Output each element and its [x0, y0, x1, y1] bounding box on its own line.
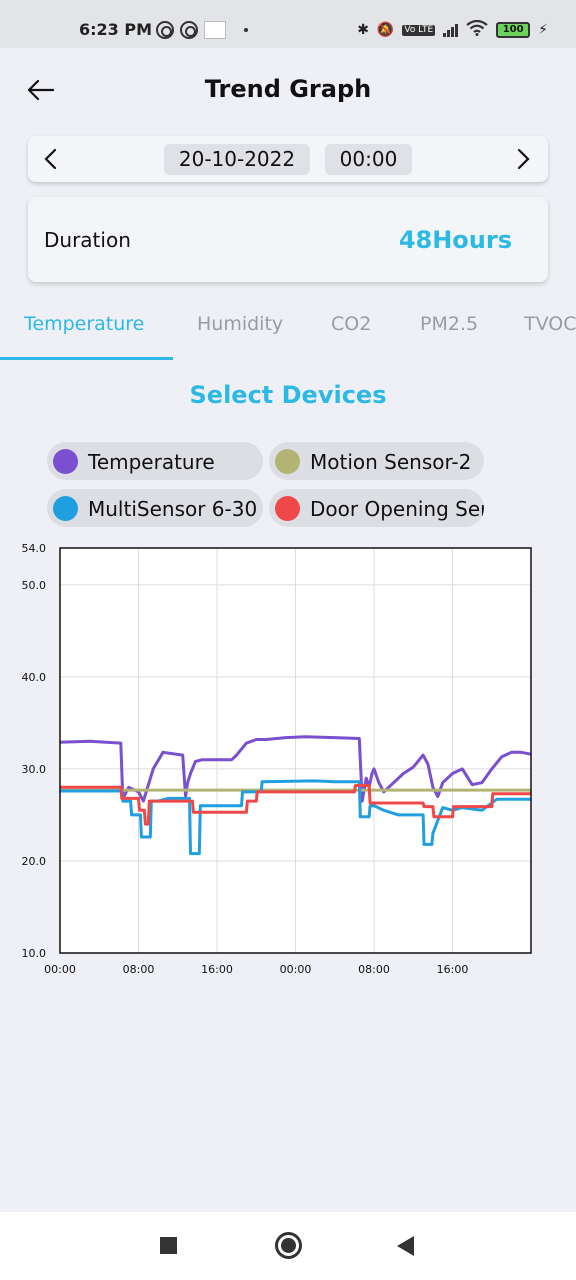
date-pill[interactable]: 20-10-2022 — [164, 144, 310, 175]
trend-chart: 54.0 50.0 40.0 30.0 20.0 10.0 00:00 08:00 16:00 0… — [22, 542, 532, 976]
x-tick-label: 16:00 — [201, 963, 233, 976]
y-tick-label: 50.0 — [22, 579, 47, 592]
recent-apps-button[interactable] — [160, 1237, 177, 1254]
chart-series-line — [60, 779, 531, 856]
x-tick-label: 08:00 — [123, 963, 155, 976]
time-pill[interactable]: 00:00 — [325, 144, 412, 175]
y-tick-label: 10.0 — [22, 947, 47, 960]
duration-value: 48Hours — [398, 226, 512, 254]
next-date-button[interactable] — [512, 148, 534, 170]
duration-label: Duration — [44, 228, 131, 252]
status-left-icons — [156, 21, 248, 39]
duration-card[interactable]: Duration 48Hours — [28, 197, 548, 282]
battery-icon: 100 — [496, 22, 531, 38]
device-chip-multisensor[interactable]: MultiSensor 6-30 — [47, 489, 263, 527]
y-tick-label: 54.0 — [22, 542, 47, 555]
y-tick-label: 40.0 — [22, 671, 47, 684]
system-back-button[interactable] — [397, 1236, 414, 1256]
x-tick-label: 08:00 — [358, 963, 390, 976]
more-notifications-icon — [244, 28, 248, 32]
system-nav-bar — [0, 1212, 576, 1280]
tab-humidity[interactable]: Humidity — [197, 313, 284, 335]
signal-icon — [443, 23, 459, 37]
back-button[interactable] — [24, 74, 56, 106]
device-chip-temperature[interactable]: Temperature — [47, 442, 263, 480]
bluetooth-icon: ✱ — [357, 22, 369, 38]
device-color-dot — [275, 449, 300, 474]
tab-tvoc[interactable]: TVOC — [524, 313, 576, 335]
status-time: 6:23 PM — [79, 20, 153, 39]
device-chip-label: Door Opening Sensor — [310, 497, 484, 521]
wifi-icon — [466, 19, 488, 40]
device-chip-motion-sensor[interactable]: Motion Sensor-2 — [269, 442, 484, 480]
volte-icon: Vo LTE — [402, 24, 436, 36]
device-color-dot — [275, 496, 300, 521]
y-tick-label: 30.0 — [22, 763, 47, 776]
notification-app-icon — [180, 21, 198, 39]
active-tab-indicator — [0, 357, 173, 360]
chart-series-line — [60, 784, 531, 826]
metric-tabs: Temperature Humidity CO2 PM2.5 TVOC — [0, 300, 576, 362]
notification-app-icon — [156, 21, 174, 39]
status-right-icons: ✱ 🔕 Vo LTE 100 ⚡ — [357, 19, 548, 40]
x-tick-label: 00:00 — [44, 963, 76, 976]
chart-series-line — [59, 735, 532, 803]
device-chip-label: Motion Sensor-2 — [310, 450, 472, 474]
notification-image-icon — [204, 21, 226, 39]
charging-icon: ⚡ — [538, 22, 548, 38]
y-tick-label: 20.0 — [22, 855, 47, 868]
tab-pm25[interactable]: PM2.5 — [420, 313, 479, 335]
arrow-left-icon — [27, 79, 54, 101]
x-tick-label: 00:00 — [280, 963, 312, 976]
chart-frame — [59, 547, 532, 954]
device-chip-door-sensor[interactable]: Door Opening Sensor — [269, 489, 484, 527]
mute-icon: 🔕 — [376, 22, 395, 38]
previous-date-button[interactable] — [40, 148, 62, 170]
status-bar: 6:23 PM ✱ 🔕 Vo LTE 100 ⚡ — [0, 0, 576, 48]
tab-co2[interactable]: CO2 — [331, 313, 372, 335]
select-devices-heading: Select Devices — [189, 381, 387, 409]
date-selector: 20-10-2022 00:00 — [28, 136, 548, 182]
x-tick-label: 16:00 — [437, 963, 469, 976]
device-color-dot — [53, 449, 78, 474]
tab-temperature[interactable]: Temperature — [24, 313, 145, 335]
home-button[interactable] — [275, 1232, 302, 1259]
app-header: Trend Graph — [0, 48, 576, 130]
page-title: Trend Graph — [204, 75, 372, 103]
device-color-dot — [53, 496, 78, 521]
device-chip-label: MultiSensor 6-30 — [88, 497, 258, 521]
device-chip-label: Temperature — [88, 450, 215, 474]
